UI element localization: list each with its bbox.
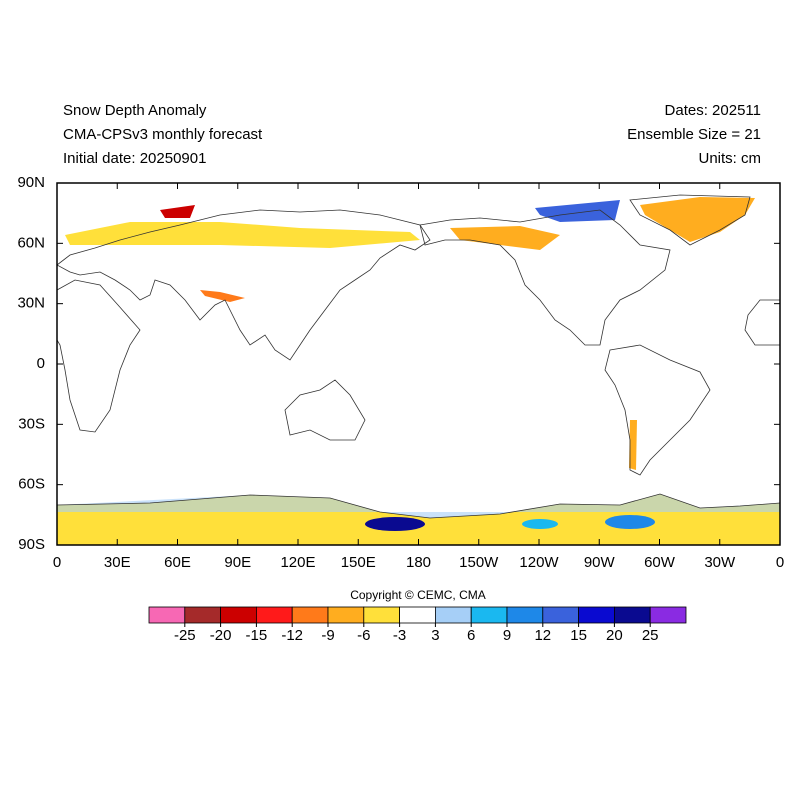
x-tick-label: 120W [519, 554, 559, 571]
coastline [56, 493, 781, 519]
header-right: Units: cm [698, 150, 761, 167]
coastline [56, 279, 780, 433]
x-tick-label: 90W [584, 554, 616, 571]
colorbar-box [220, 606, 257, 624]
colorbar-box [434, 606, 472, 624]
snow-patch [522, 519, 558, 529]
snow-patch [200, 290, 245, 302]
y-tick-label: 60N [17, 234, 45, 251]
colorbar-box [255, 606, 293, 624]
coastline [629, 194, 751, 246]
colorbar-label: 20 [606, 627, 623, 644]
coastline [419, 209, 671, 346]
x-tick-label: 60W [644, 554, 676, 571]
snow-patch [65, 222, 420, 248]
snow-patch [605, 515, 655, 529]
colorbar-label: -3 [393, 627, 406, 644]
colorbar-box [614, 606, 651, 624]
colorbar-box [542, 606, 579, 624]
x-tick-label: 120E [280, 554, 315, 571]
x-tick-label: 180 [406, 554, 431, 571]
colorbar-label: 3 [431, 627, 439, 644]
snow-patch [629, 420, 637, 470]
colorbar-box [399, 606, 436, 624]
header-left: Snow Depth Anomaly [63, 102, 207, 119]
colorbar-label: -6 [357, 627, 370, 644]
header-right: Dates: 202511 [665, 102, 761, 119]
colorbar-label: -20 [210, 627, 232, 644]
x-tick-label: 60E [164, 554, 191, 571]
x-tick-label: 30W [704, 554, 736, 571]
colorbar-label: 6 [467, 627, 475, 644]
colorbar-label: 15 [570, 627, 587, 644]
colorbar-box [148, 606, 186, 624]
snow-patch [640, 197, 755, 242]
colorbar-box [470, 606, 508, 624]
y-tick-label: 30S [18, 415, 45, 432]
y-tick-label: 60S [18, 476, 45, 493]
coastline [56, 209, 431, 361]
coastline [604, 344, 711, 476]
snow-patch [160, 205, 195, 218]
snow-patch [450, 226, 560, 250]
header-right: Ensemble Size = 21 [627, 126, 761, 143]
y-tick-label: 90N [17, 174, 45, 191]
colorbar-box [578, 606, 615, 624]
x-tick-label: 90E [224, 554, 251, 571]
colorbar-box [184, 606, 222, 624]
colorbar-box [327, 606, 365, 624]
x-tick-label: 30E [104, 554, 131, 571]
colorbar-label: 25 [642, 627, 659, 644]
colorbar-box [291, 606, 329, 624]
colorbar-label: -25 [174, 627, 196, 644]
colorbar-box [649, 606, 687, 624]
x-tick-label: 0 [53, 554, 61, 571]
colorbar-label: -15 [246, 627, 268, 644]
colorbar-label: -12 [281, 627, 303, 644]
snow-patch [535, 200, 620, 222]
coastline [284, 379, 366, 441]
header-left: Initial date: 20250901 [63, 150, 206, 167]
x-tick-label: 0 [776, 554, 784, 571]
y-tick-label: 30N [17, 295, 45, 312]
copyright: Copyright © CEMC, CMA [350, 588, 486, 602]
y-tick-label: 90S [18, 536, 45, 553]
colorbar-box [363, 606, 400, 624]
colorbar-label: 9 [503, 627, 511, 644]
colorbar-label: -9 [321, 627, 334, 644]
colorbar-box [506, 606, 544, 624]
colorbar-label: 12 [534, 627, 551, 644]
x-tick-label: 150W [459, 554, 499, 571]
y-tick-label: 0 [37, 355, 45, 372]
map-features [56, 194, 781, 545]
snow-patch [365, 517, 425, 531]
antarctic-edge [57, 494, 780, 518]
header-left: CMA-CPSv3 monthly forecast [63, 126, 263, 143]
x-tick-label: 150E [341, 554, 376, 571]
